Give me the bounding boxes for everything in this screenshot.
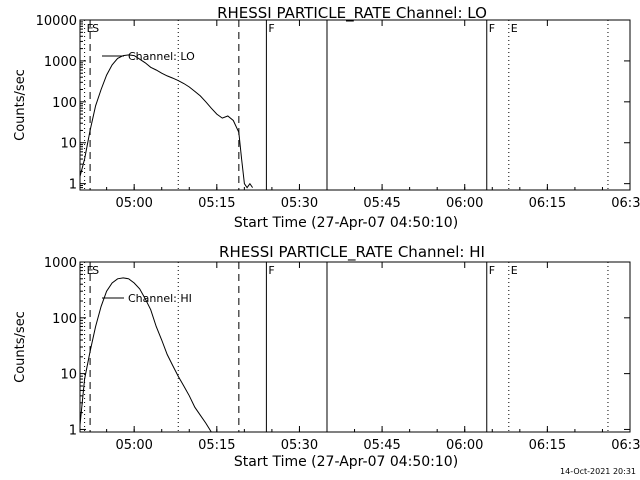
x-tick-label: 05:45 <box>363 196 400 211</box>
y-tick-label: 10 <box>60 368 77 383</box>
plot-marks: 05:00 05:15 05:30 05:45 06:00 06:15 06:30 1 10 10… <box>44 256 640 453</box>
series-line <box>79 277 212 433</box>
event-marker-label: E <box>511 22 518 35</box>
event-marker-label: E <box>511 264 518 277</box>
panel-lo: RHESSI PARTICLE_RATE Channel: LO 05:00 05… <box>13 4 640 231</box>
panel-hi: RHESSI PARTICLE_RATE Channel: HI 05:00 05… <box>13 243 640 470</box>
x-tick-label: 05:15 <box>198 438 235 453</box>
legend-label: Channel: LO <box>128 50 195 63</box>
legend-label: Channel: HI <box>128 292 192 305</box>
x-tick-label: 06:30 <box>611 438 640 453</box>
x-tick-label: 05:30 <box>281 438 318 453</box>
panel-title: RHESSI PARTICLE_RATE Channel: LO <box>217 4 487 23</box>
series-line <box>79 54 254 189</box>
y-tick-label: 1000 <box>44 256 77 271</box>
event-marker-label: F <box>268 264 274 277</box>
panel-title: RHESSI PARTICLE_RATE Channel: HI <box>219 243 485 262</box>
y-tick-label: 10000 <box>36 14 77 29</box>
y-tick-label: 1 <box>69 423 77 438</box>
x-axis-label: Start Time (27-Apr-07 04:50:10) <box>234 215 458 231</box>
y-tick-label: 1 <box>69 178 77 193</box>
event-marker-label: S <box>92 264 99 277</box>
x-tick-label: 05:00 <box>115 438 152 453</box>
plot-frame <box>79 19 631 191</box>
y-tick-label: 100 <box>52 312 77 327</box>
y-tick-label: 10 <box>60 137 77 152</box>
plot-marks: 05:00 05:15 05:30 05:45 06:00 06:15 06:30 1 10 10… <box>36 14 640 211</box>
event-marker-label: E <box>87 264 94 277</box>
x-tick-label: 05:45 <box>363 438 400 453</box>
event-marker-label: F <box>489 22 495 35</box>
x-tick-label: 06:15 <box>529 438 566 453</box>
y-axis-label: Counts/sec <box>13 69 28 141</box>
y-axis-label: Counts/sec <box>13 311 28 383</box>
x-tick-label: 06:15 <box>529 196 566 211</box>
x-axis-label: Start Time (27-Apr-07 04:50:10) <box>234 454 458 470</box>
y-tick-label: 100 <box>52 96 77 111</box>
x-tick-label: 05:30 <box>281 196 318 211</box>
plot-frame <box>79 261 631 433</box>
event-marker-label: F <box>268 22 274 35</box>
event-marker-label: F <box>489 264 495 277</box>
event-marker-label: S <box>92 22 99 35</box>
x-tick-label: 06:30 <box>611 196 640 211</box>
x-tick-label: 05:00 <box>115 196 152 211</box>
event-marker-label: E <box>87 22 94 35</box>
x-tick-label: 06:00 <box>446 438 483 453</box>
footer-timestamp: 14-Oct-2021 20:31 <box>560 467 636 476</box>
x-tick-label: 06:00 <box>446 196 483 211</box>
y-tick-label: 1000 <box>44 55 77 70</box>
x-tick-label: 05:15 <box>198 196 235 211</box>
